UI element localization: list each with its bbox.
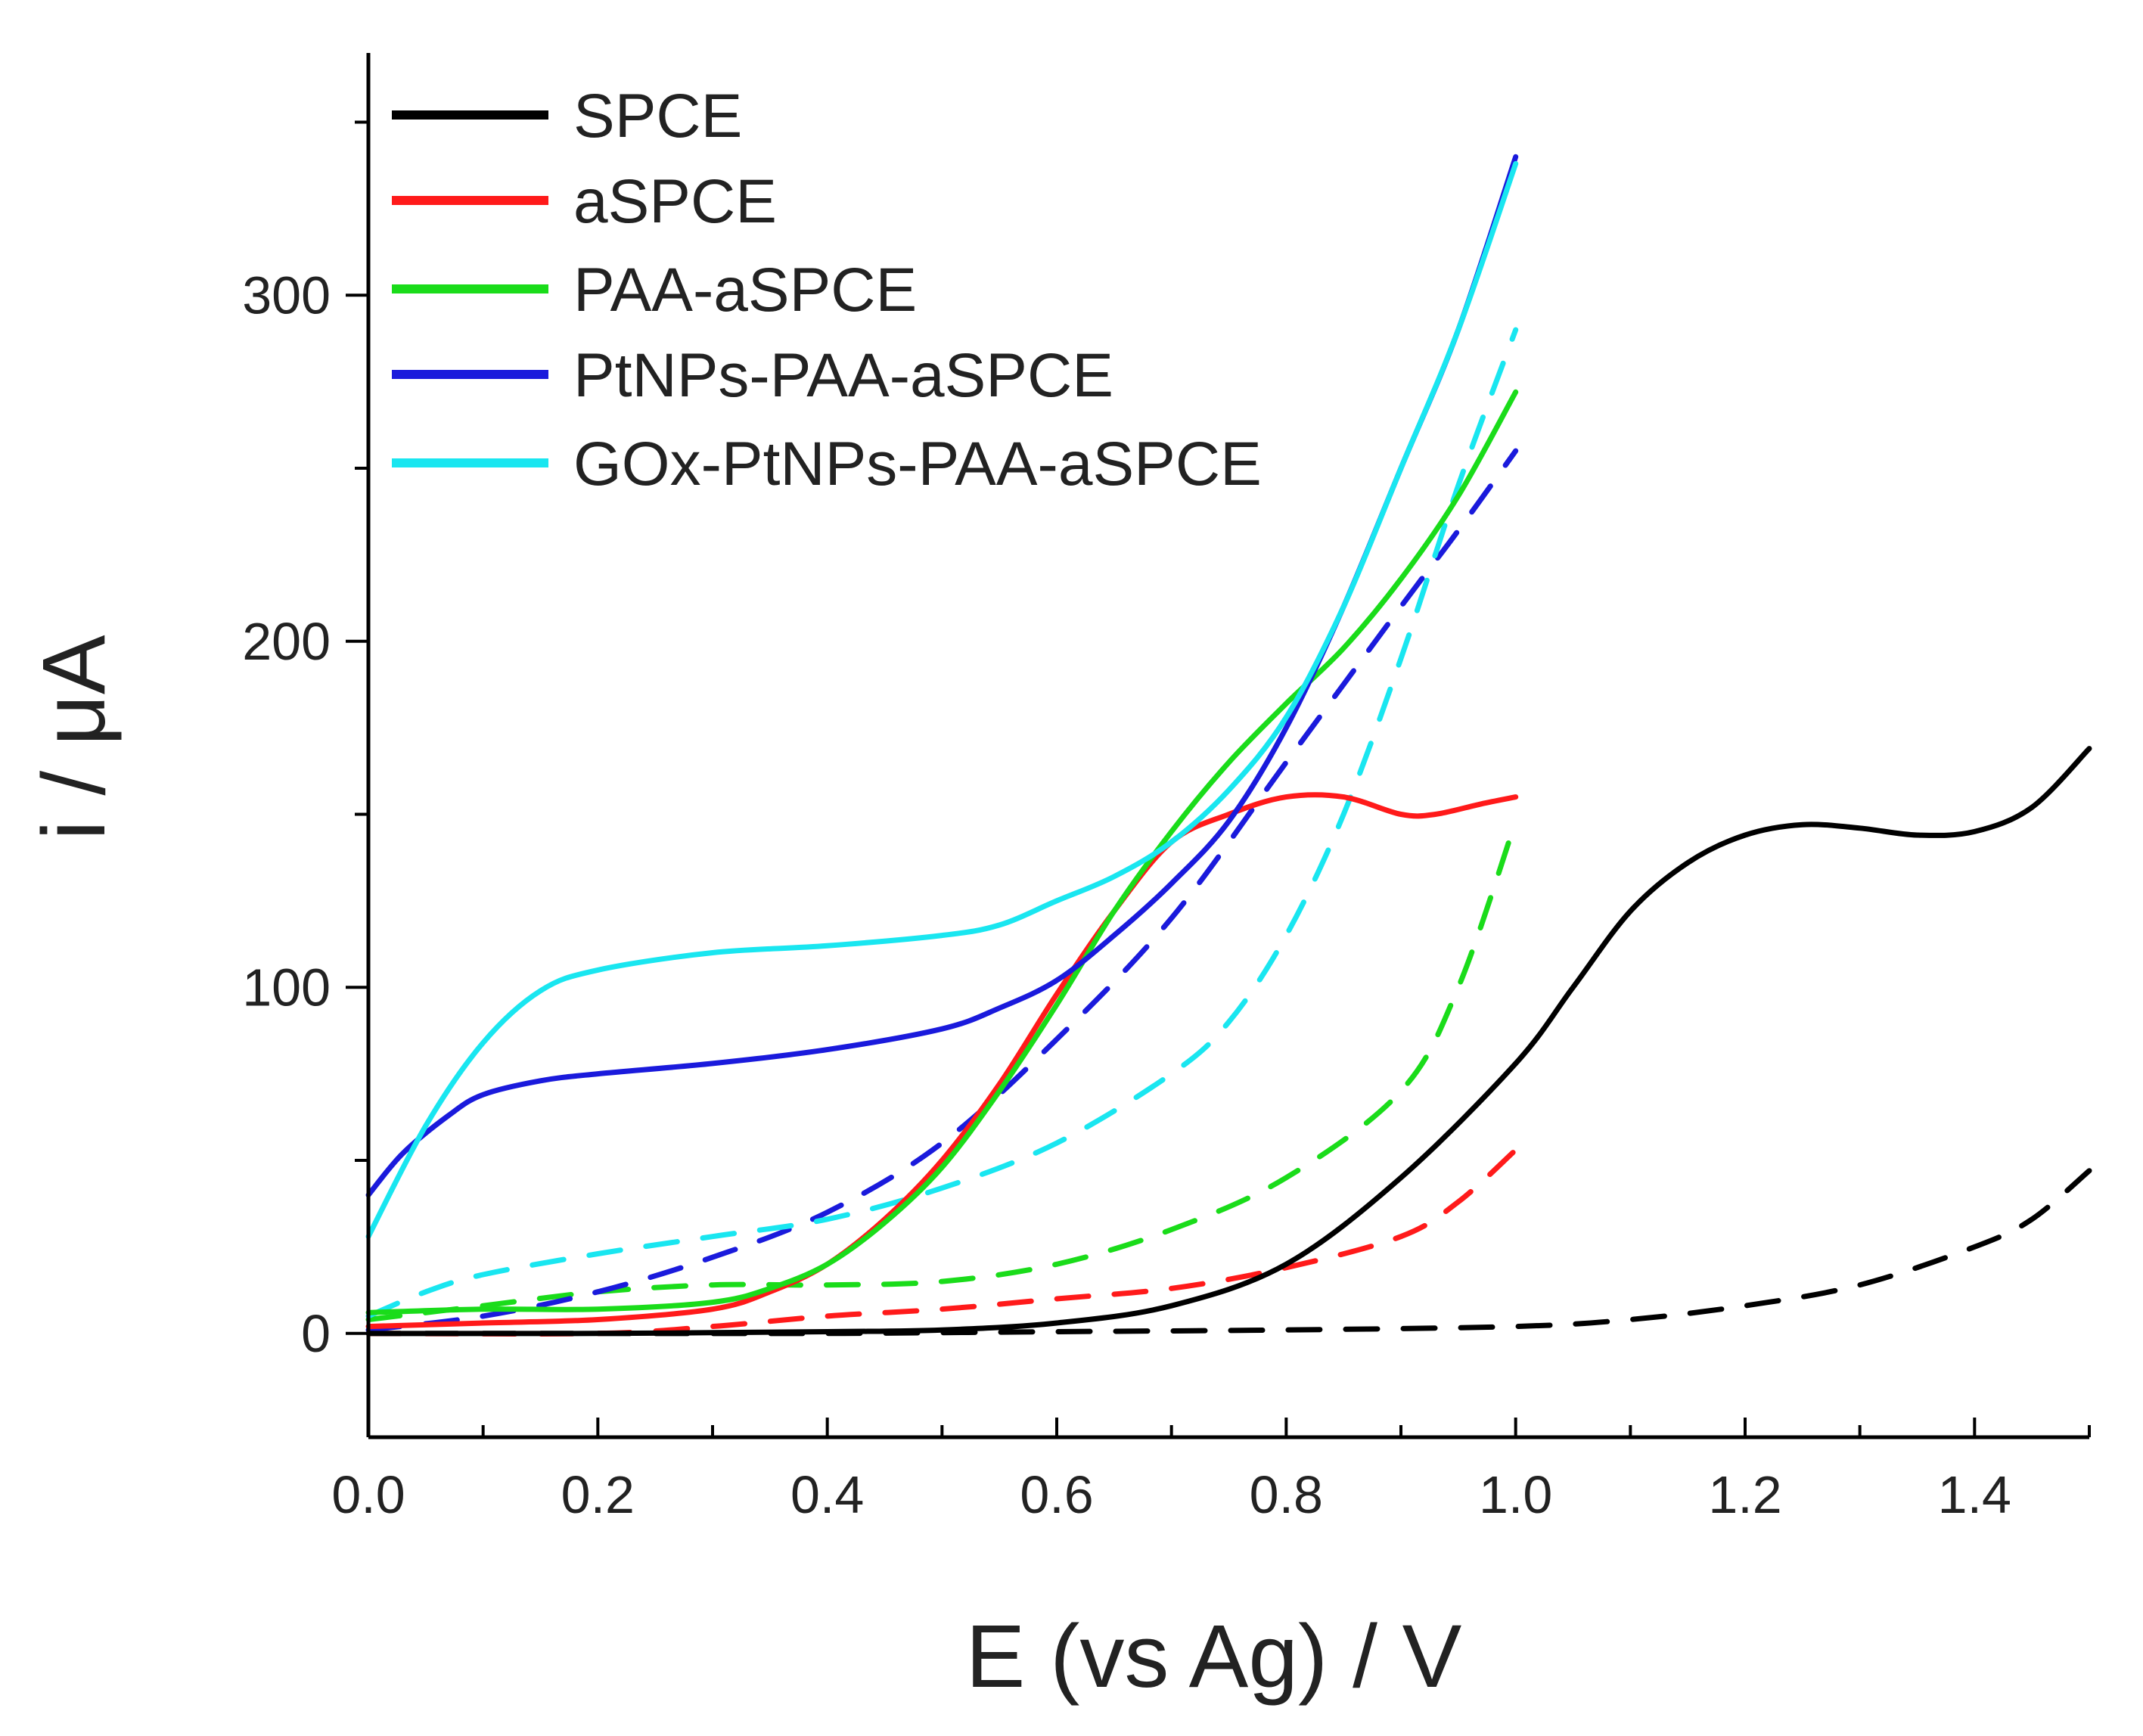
y-tick-label: 100 bbox=[242, 958, 331, 1017]
y-tick-label: 200 bbox=[242, 612, 331, 671]
plot-series-group bbox=[365, 154, 2092, 1337]
series-line-paa-aspce bbox=[365, 389, 1519, 1315]
x-tick-label: 1.0 bbox=[1479, 1465, 1552, 1524]
series-line-aspce bbox=[365, 792, 1519, 1330]
series-line-aspce-dashed bbox=[365, 1147, 1519, 1337]
series-line-paa-aspce-dashed bbox=[365, 818, 1519, 1322]
axes-group: 0.0 0.2 0.4 0.6 0.8 1.0 1.2 1.4 0 100 200 300 bbox=[242, 53, 2091, 1524]
x-axis-title: E (vs Ag) / V bbox=[966, 1607, 1462, 1706]
series-line-gox-ptnps-paa-aspce-dashed bbox=[365, 327, 1519, 1319]
legend-label-ptnps-paa-aspce: PtNPs-PAA-aSPCE bbox=[573, 341, 1113, 410]
x-tick-label: 1.2 bbox=[1708, 1465, 1781, 1524]
x-tick-label: 1.4 bbox=[1938, 1465, 2011, 1524]
y-tick-label: 0 bbox=[301, 1304, 331, 1363]
x-tick-label: 0.0 bbox=[331, 1465, 405, 1524]
legend-label-paa-aspce: PAA-aSPCE bbox=[573, 256, 917, 325]
series-line-ptnps-paa-aspce bbox=[365, 154, 1519, 1198]
y-tick-label: 300 bbox=[242, 266, 331, 325]
series-line-ptnps-paa-aspce-dashed bbox=[365, 448, 1519, 1333]
x-tick-label: 0.6 bbox=[1020, 1465, 1093, 1524]
legend-label-aspce: aSPCE bbox=[573, 167, 777, 236]
legend-label-spce: SPCE bbox=[573, 82, 742, 151]
x-tick-label: 0.2 bbox=[561, 1465, 635, 1524]
series-line-gox-ptnps-paa-aspce bbox=[365, 160, 1519, 1240]
x-tick-label: 0.8 bbox=[1250, 1465, 1323, 1524]
legend: SPCE aSPCE PAA-aSPCE PtNPs-PAA-aSPCE GOx-PtN… bbox=[392, 82, 1262, 498]
series-line-spce bbox=[365, 746, 2092, 1337]
y-axis-title: i / μA bbox=[24, 635, 124, 840]
x-tick-label: 0.4 bbox=[790, 1465, 864, 1524]
legend-label-gox-ptnps-paa-aspce: GOx-PtNPs-PAA-aSPCE bbox=[573, 430, 1262, 498]
